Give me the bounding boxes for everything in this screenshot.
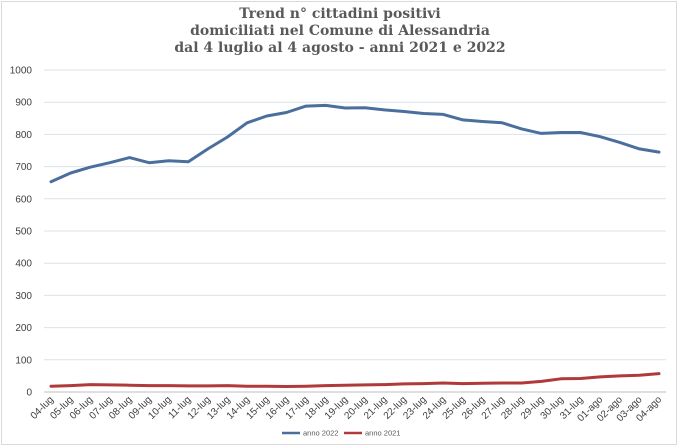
- legend-label-2021: anno 2021: [365, 429, 400, 438]
- y-tick-label: 500: [15, 227, 32, 238]
- chart-title-line-2: domiciliati nel Comune di Alessandria: [190, 23, 490, 39]
- y-tick-label: 600: [15, 194, 32, 205]
- legend-label-2022: anno 2022: [303, 429, 338, 438]
- series-line-2021: [49, 372, 661, 388]
- chart-title: Trend n° cittadini positivi domiciliati …: [0, 6, 680, 57]
- y-tick-label: 400: [15, 259, 32, 270]
- y-tick-label: 100: [15, 355, 32, 366]
- series-line-2022: [49, 103, 661, 184]
- y-tick-label: 0: [26, 388, 32, 399]
- chart-title-line-1: Trend n° cittadini positivi: [239, 6, 441, 22]
- y-tick-label: 700: [15, 162, 32, 173]
- y-tick-label: 300: [15, 291, 32, 302]
- y-tick-label: 1000: [10, 66, 33, 77]
- y-tick-label: 800: [15, 130, 32, 141]
- chart-title-line-3: dal 4 luglio al 4 agosto - anni 2021 e 2…: [174, 40, 506, 56]
- y-tick-label: 200: [15, 323, 32, 334]
- y-tick-label: 900: [15, 98, 32, 109]
